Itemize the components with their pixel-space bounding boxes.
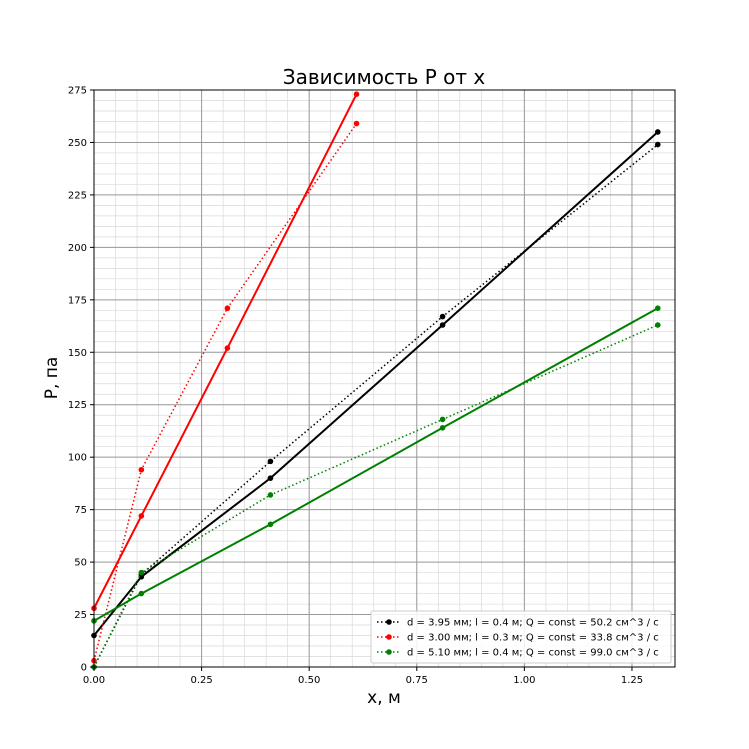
series-1-point — [267, 458, 274, 465]
series-2 — [91, 91, 360, 664]
y-tick-label: 200 — [68, 243, 87, 254]
series-2-fit-point — [353, 91, 360, 97]
series-2-point — [224, 305, 231, 312]
x-tick-label: 0.75 — [406, 675, 428, 686]
series-1 — [91, 129, 661, 670]
y-tick-label: 25 — [74, 610, 87, 621]
series-3-fit-point — [439, 425, 446, 431]
x-tick-label: 1.25 — [621, 675, 643, 686]
series-1-dotted-line — [93, 143, 659, 668]
major-grid — [93, 89, 675, 668]
axis-ticks: 0.00 0.25 0.50 0.75 1.00 1.25 0 25 50 75 100 125 150… — [68, 86, 643, 687]
y-tick-label: 75 — [74, 505, 87, 516]
series-3-point — [267, 492, 274, 498]
y-tick-label: 275 — [68, 86, 87, 97]
y-tick-label: 225 — [68, 190, 87, 201]
x-tick-label: 0.00 — [83, 675, 105, 686]
x-tick-label: 0.50 — [298, 675, 320, 686]
series-1-fit-point — [267, 475, 274, 481]
series-3-point — [439, 416, 446, 423]
plot-area-frame — [93, 89, 676, 668]
chart-title: Зависимость P от x — [283, 65, 486, 89]
y-tick-label: 250 — [68, 138, 87, 149]
series-1-point — [439, 313, 446, 320]
legend-swatch-marker — [386, 619, 392, 625]
legend-label: d = 3.95 мм; l = 0.4 м; Q = const = 50.2… — [407, 618, 659, 629]
legend-label: d = 3.00 мм; l = 0.3 м; Q = const = 33.8… — [407, 633, 659, 644]
y-tick-label: 0 — [81, 663, 87, 674]
series-2-fit-point — [224, 345, 231, 351]
series-2-fit-line — [93, 93, 358, 609]
y-tick-label: 125 — [68, 400, 87, 411]
y-tick-label: 100 — [68, 453, 87, 464]
series-3-fit-point — [267, 521, 274, 528]
series-1-fit-point — [654, 129, 661, 135]
legend-box — [370, 610, 672, 664]
legend: d = 3.95 мм; l = 0.4 м; Q = const = 50.2… — [370, 610, 672, 664]
y-tick-label: 175 — [68, 295, 87, 306]
x-axis-label: x, м — [367, 688, 401, 708]
series-3 — [91, 305, 661, 670]
x-tick-label: 1.00 — [513, 675, 535, 686]
series-1-fit-point — [439, 322, 446, 328]
series-2-fit-point — [138, 513, 145, 519]
series-1-fit-point — [138, 573, 145, 580]
y-tick-label: 150 — [68, 348, 87, 359]
series-3-fit-line — [93, 307, 659, 622]
series-2-point — [138, 466, 145, 473]
series-3-point — [138, 569, 145, 576]
legend-swatch-marker — [386, 649, 392, 655]
x-tick-label: 0.25 — [190, 675, 212, 686]
series-2-dotted-line — [93, 123, 358, 661]
series-layer — [91, 91, 661, 670]
y-tick-label: 50 — [74, 558, 87, 569]
series-3-fit-point — [138, 590, 145, 597]
legend-swatch-marker — [386, 634, 392, 640]
legend-label: d = 5.10 мм; l = 0.4 м; Q = const = 99.0… — [407, 648, 659, 659]
series-3-fit-point — [654, 305, 661, 312]
series-3-point — [654, 322, 661, 328]
series-1-point — [654, 141, 661, 148]
series-2-point — [353, 120, 360, 127]
y-axis-label: P, па — [42, 357, 62, 400]
minor-grid — [93, 89, 676, 668]
